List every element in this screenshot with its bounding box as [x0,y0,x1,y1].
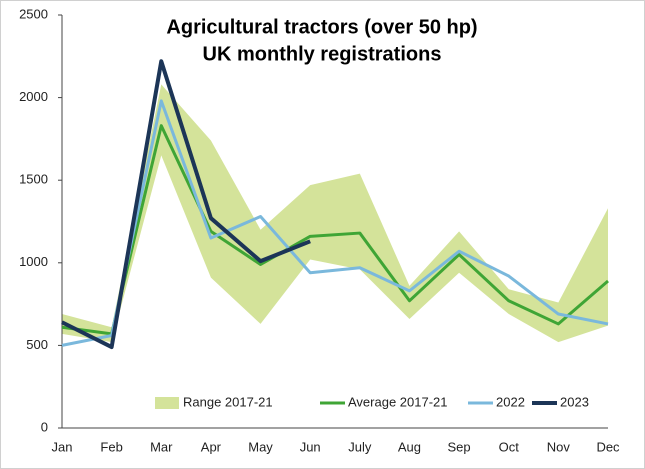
x-tick-label: Jun [300,439,321,454]
y-tick-label: 0 [41,419,48,434]
x-tick-label: May [248,439,273,454]
chart-title: Agricultural tractors (over 50 hp) [166,16,477,38]
chart-title: UK monthly registrations [203,43,442,65]
legend-swatch [155,397,179,409]
x-tick-label: Aug [398,439,421,454]
series-line [61,59,311,350]
y-tick-label: 2500 [19,6,48,21]
y-tick-label: 2000 [19,89,48,104]
x-tick-label: Sep [448,439,471,454]
legend-label: 2023 [560,394,589,409]
legend-label: Average 2017-21 [348,394,448,409]
range-band [62,84,608,343]
x-tick-label: Dec [596,439,620,454]
y-tick-label: 1000 [19,254,48,269]
x-tick-label: Nov [547,439,571,454]
y-tick-label: 500 [26,337,48,352]
x-tick-label: Jan [52,439,73,454]
legend-label: Range 2017-21 [183,394,273,409]
x-tick-label: Mar [150,439,173,454]
x-tick-label: July [348,439,372,454]
legend-label: 2022 [496,394,525,409]
x-tick-label: Apr [201,439,222,454]
x-tick-label: Feb [100,439,122,454]
series-line [61,124,609,336]
y-tick-label: 1500 [19,172,48,187]
x-tick-label: Oct [499,439,520,454]
series-line [61,99,609,347]
